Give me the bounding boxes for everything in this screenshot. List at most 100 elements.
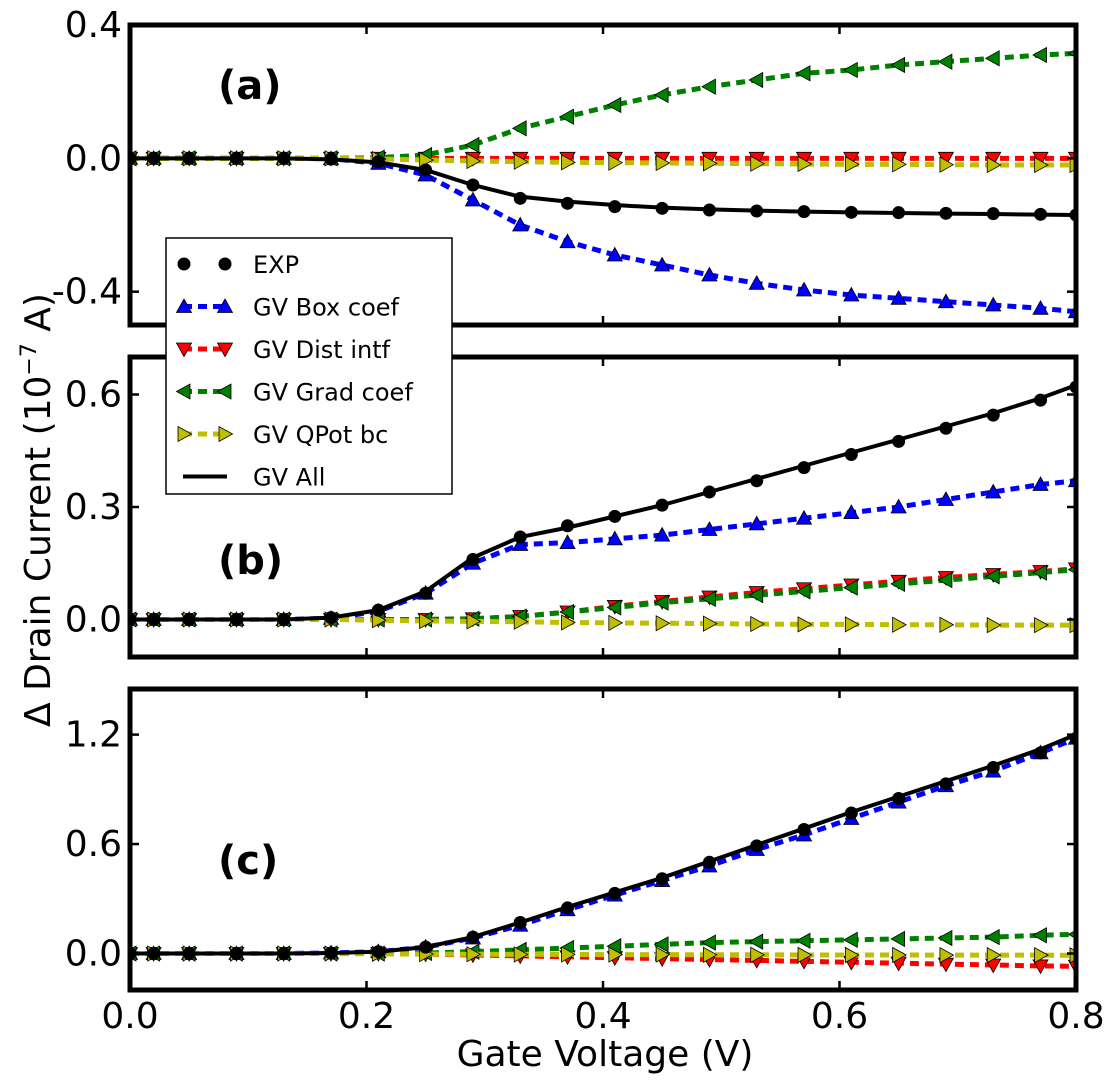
plot-area [130, 46, 1076, 319]
x-tick-label: 0.0 [101, 996, 158, 1037]
data-point [844, 156, 860, 173]
data-point [655, 154, 671, 172]
series-line [130, 155, 1076, 315]
x-tick-label: 0.6 [811, 996, 868, 1037]
data-point [513, 613, 529, 630]
data-point [1034, 156, 1049, 174]
legend-label: GV Grad coef [253, 379, 413, 407]
data-point [892, 616, 907, 633]
data-point [1032, 300, 1049, 315]
series-line [130, 931, 1076, 957]
series-line [130, 156, 1076, 217]
data-point [653, 594, 669, 611]
legend-entry-gv-qpot-bc: GV QPot bc [177, 421, 388, 449]
data-point [750, 155, 766, 172]
plot-area [130, 729, 1076, 975]
x-tick-label: 0.8 [1047, 996, 1104, 1037]
data-point [701, 78, 716, 95]
legend-marker [218, 257, 232, 271]
data-point [748, 71, 764, 89]
data-point [986, 946, 1002, 964]
data-point [937, 571, 953, 589]
y-tick-label: 0.0 [65, 138, 122, 179]
data-point [985, 483, 1002, 499]
series-line [130, 478, 1076, 622]
data-point [985, 296, 1002, 312]
data-point [795, 932, 811, 949]
data-point [559, 603, 574, 621]
data-point [844, 946, 860, 964]
data-point [890, 575, 906, 593]
data-point [1032, 46, 1047, 64]
series-line [130, 732, 1076, 956]
data-point [561, 614, 576, 631]
x-tick-label: 0.4 [574, 996, 631, 1037]
data-point [466, 946, 482, 963]
data-point [890, 498, 907, 514]
data-point [655, 946, 671, 963]
panel-label: (a) [218, 63, 282, 109]
data-point [606, 246, 624, 262]
data-point [1032, 927, 1047, 944]
data-point [653, 86, 669, 104]
series-line [130, 383, 1076, 622]
legend-entry-exp: EXP [177, 251, 299, 279]
data-point [937, 53, 953, 70]
legend-marker [216, 342, 234, 358]
legend-entry-gv-all: GV All [183, 464, 325, 492]
data-point [795, 583, 811, 600]
x-tick-labels: 0.0 0.2 0.4 0.6 0.8 [101, 996, 1104, 1037]
legend-marker [177, 425, 193, 443]
data-point [795, 65, 811, 82]
y-tick-label: 1.2 [65, 715, 122, 756]
legend-label: EXP [253, 251, 299, 279]
data-point [703, 946, 718, 963]
data-point [464, 136, 480, 154]
data-point [939, 156, 955, 173]
data-point [513, 946, 529, 963]
data-point [984, 50, 1000, 67]
y-tick-label: 0.6 [65, 375, 122, 416]
data-point [608, 614, 624, 632]
data-point [606, 96, 622, 114]
y-tick-label: 0.0 [65, 600, 122, 641]
data-point [1032, 476, 1049, 491]
y-tick-label: 0.0 [65, 934, 122, 975]
data-point [843, 286, 860, 302]
data-point [939, 946, 955, 964]
series-exp [130, 151, 1076, 222]
data-point [703, 615, 718, 632]
data-point [844, 616, 860, 633]
legend-marker [175, 383, 191, 400]
data-point [795, 281, 813, 297]
data-point [466, 613, 482, 630]
data-point [701, 934, 716, 951]
legend-entry-gv-box-coef: GV Box coef [175, 294, 400, 322]
x-axis-label: Gate Voltage (V) [457, 1034, 754, 1075]
data-point [890, 290, 907, 305]
series-line [130, 50, 1076, 161]
data-point [608, 946, 624, 963]
legend-box [165, 237, 453, 495]
data-point [701, 590, 716, 608]
data-point [606, 599, 622, 616]
data-point [748, 275, 765, 290]
panel-b: 0.6 0.3 0.0 (b) [65, 354, 1079, 660]
legend-entry-gv-dist-intf: GV Dist intf [175, 336, 391, 364]
data-point [797, 616, 813, 633]
data-point [1032, 564, 1047, 581]
data-point [559, 534, 576, 550]
data-point [984, 568, 1000, 585]
data-point [937, 491, 955, 506]
legend-label: GV QPot bc [253, 421, 388, 449]
data-point [986, 616, 1002, 634]
data-point [937, 929, 953, 947]
data-point [748, 933, 764, 950]
series-gv-all [130, 732, 1076, 956]
data-point [464, 191, 482, 207]
data-point [1032, 959, 1049, 975]
data-point [559, 108, 574, 125]
data-point [653, 936, 669, 953]
data-point [748, 586, 764, 604]
legend-label: GV Dist intf [253, 336, 391, 364]
